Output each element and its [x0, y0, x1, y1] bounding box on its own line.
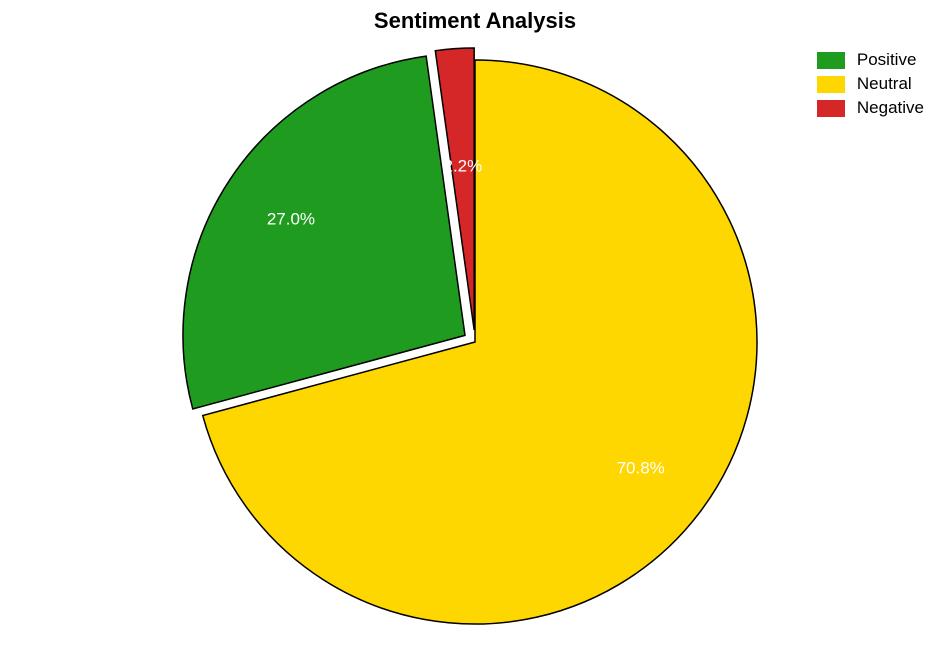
legend-swatch: [817, 100, 845, 117]
legend-item: Negative: [817, 96, 924, 120]
legend-swatch: [817, 76, 845, 93]
chart-container: Sentiment Analysis 70.8%27.0%2.2% Positi…: [0, 0, 950, 662]
slice-label: 2.2%: [444, 156, 483, 175]
legend-label: Neutral: [857, 74, 912, 94]
legend: Positive Neutral Negative: [817, 48, 924, 120]
pie-chart-svg: 70.8% 27.0% 2.2%: [0, 0, 950, 662]
legend-item: Positive: [817, 48, 924, 72]
legend-label: Positive: [857, 50, 917, 70]
slice-label: 70.8%: [617, 458, 665, 477]
legend-label: Negative: [857, 98, 924, 118]
legend-item: Neutral: [817, 72, 924, 96]
legend-swatch: [817, 52, 845, 69]
slice-label: 27.0%: [267, 210, 315, 229]
